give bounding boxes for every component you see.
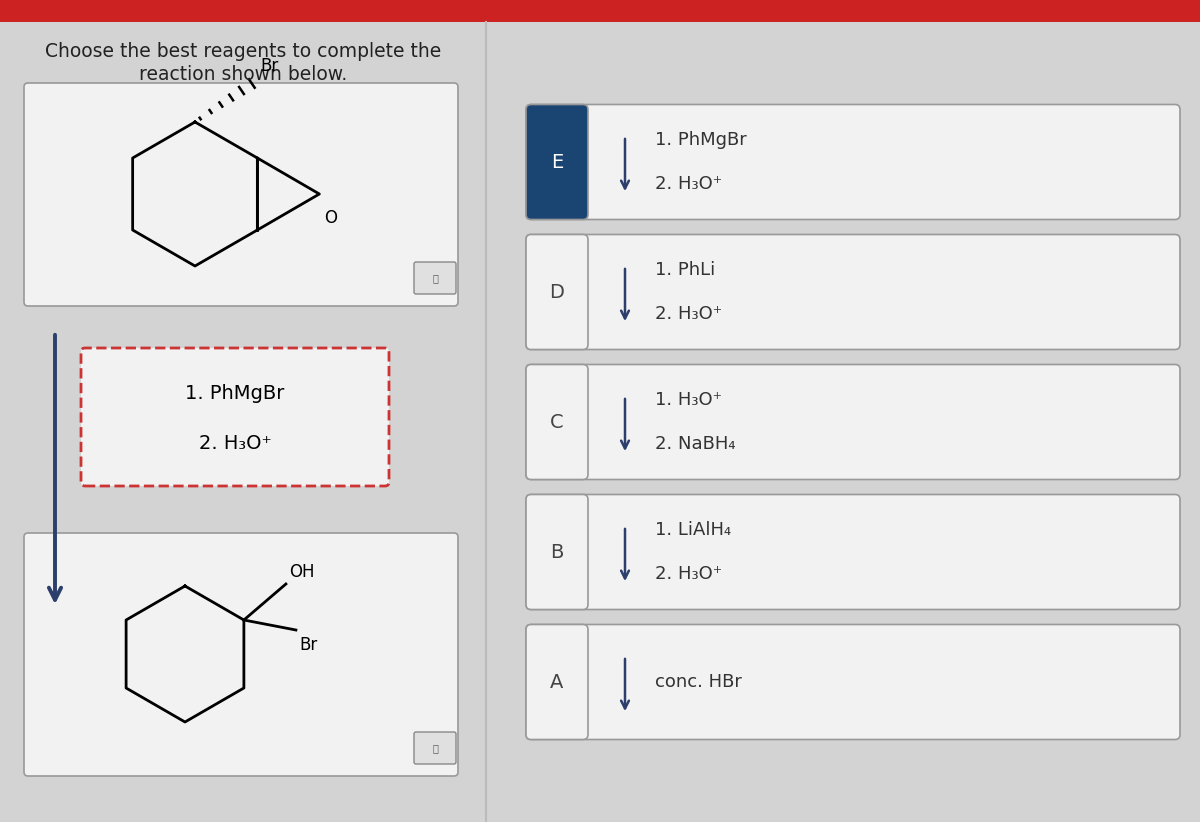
FancyBboxPatch shape bbox=[82, 348, 389, 486]
Text: 🔍: 🔍 bbox=[432, 273, 438, 283]
Text: 2. H₃O⁺: 2. H₃O⁺ bbox=[199, 433, 271, 452]
FancyBboxPatch shape bbox=[24, 83, 458, 306]
FancyBboxPatch shape bbox=[414, 732, 456, 764]
Text: reaction shown below.: reaction shown below. bbox=[139, 65, 347, 84]
FancyBboxPatch shape bbox=[414, 262, 456, 294]
Text: A: A bbox=[551, 672, 564, 691]
FancyBboxPatch shape bbox=[526, 495, 1180, 609]
Text: B: B bbox=[551, 543, 564, 561]
FancyBboxPatch shape bbox=[526, 104, 588, 219]
FancyBboxPatch shape bbox=[526, 364, 1180, 479]
FancyBboxPatch shape bbox=[526, 234, 588, 349]
Text: 1. PhLi: 1. PhLi bbox=[655, 261, 715, 279]
FancyBboxPatch shape bbox=[526, 625, 588, 740]
Text: 1. PhMgBr: 1. PhMgBr bbox=[655, 131, 746, 149]
Text: 2. H₃O⁺: 2. H₃O⁺ bbox=[655, 175, 722, 193]
Text: 🔍: 🔍 bbox=[432, 743, 438, 753]
Text: Br: Br bbox=[260, 57, 278, 75]
Text: O: O bbox=[324, 209, 337, 227]
Text: Br: Br bbox=[299, 636, 317, 654]
Text: Choose the best reagents to complete the: Choose the best reagents to complete the bbox=[44, 42, 442, 61]
Bar bbox=[0, 0, 1200, 22]
FancyBboxPatch shape bbox=[24, 533, 458, 776]
Text: 2. H₃O⁺: 2. H₃O⁺ bbox=[655, 305, 722, 323]
FancyBboxPatch shape bbox=[526, 104, 1180, 219]
FancyBboxPatch shape bbox=[526, 364, 588, 479]
FancyBboxPatch shape bbox=[526, 495, 588, 609]
Text: C: C bbox=[550, 413, 564, 432]
Text: OH: OH bbox=[289, 563, 314, 581]
Text: E: E bbox=[551, 153, 563, 172]
FancyBboxPatch shape bbox=[526, 625, 1180, 740]
Text: 2. H₃O⁺: 2. H₃O⁺ bbox=[655, 565, 722, 583]
FancyBboxPatch shape bbox=[526, 234, 1180, 349]
Text: 1. PhMgBr: 1. PhMgBr bbox=[185, 384, 284, 403]
Text: 1. H₃O⁺: 1. H₃O⁺ bbox=[655, 391, 722, 409]
Text: conc. HBr: conc. HBr bbox=[655, 673, 742, 691]
Text: 2. NaBH₄: 2. NaBH₄ bbox=[655, 435, 736, 453]
Text: 1. LiAlH₄: 1. LiAlH₄ bbox=[655, 521, 731, 539]
Text: D: D bbox=[550, 283, 564, 302]
